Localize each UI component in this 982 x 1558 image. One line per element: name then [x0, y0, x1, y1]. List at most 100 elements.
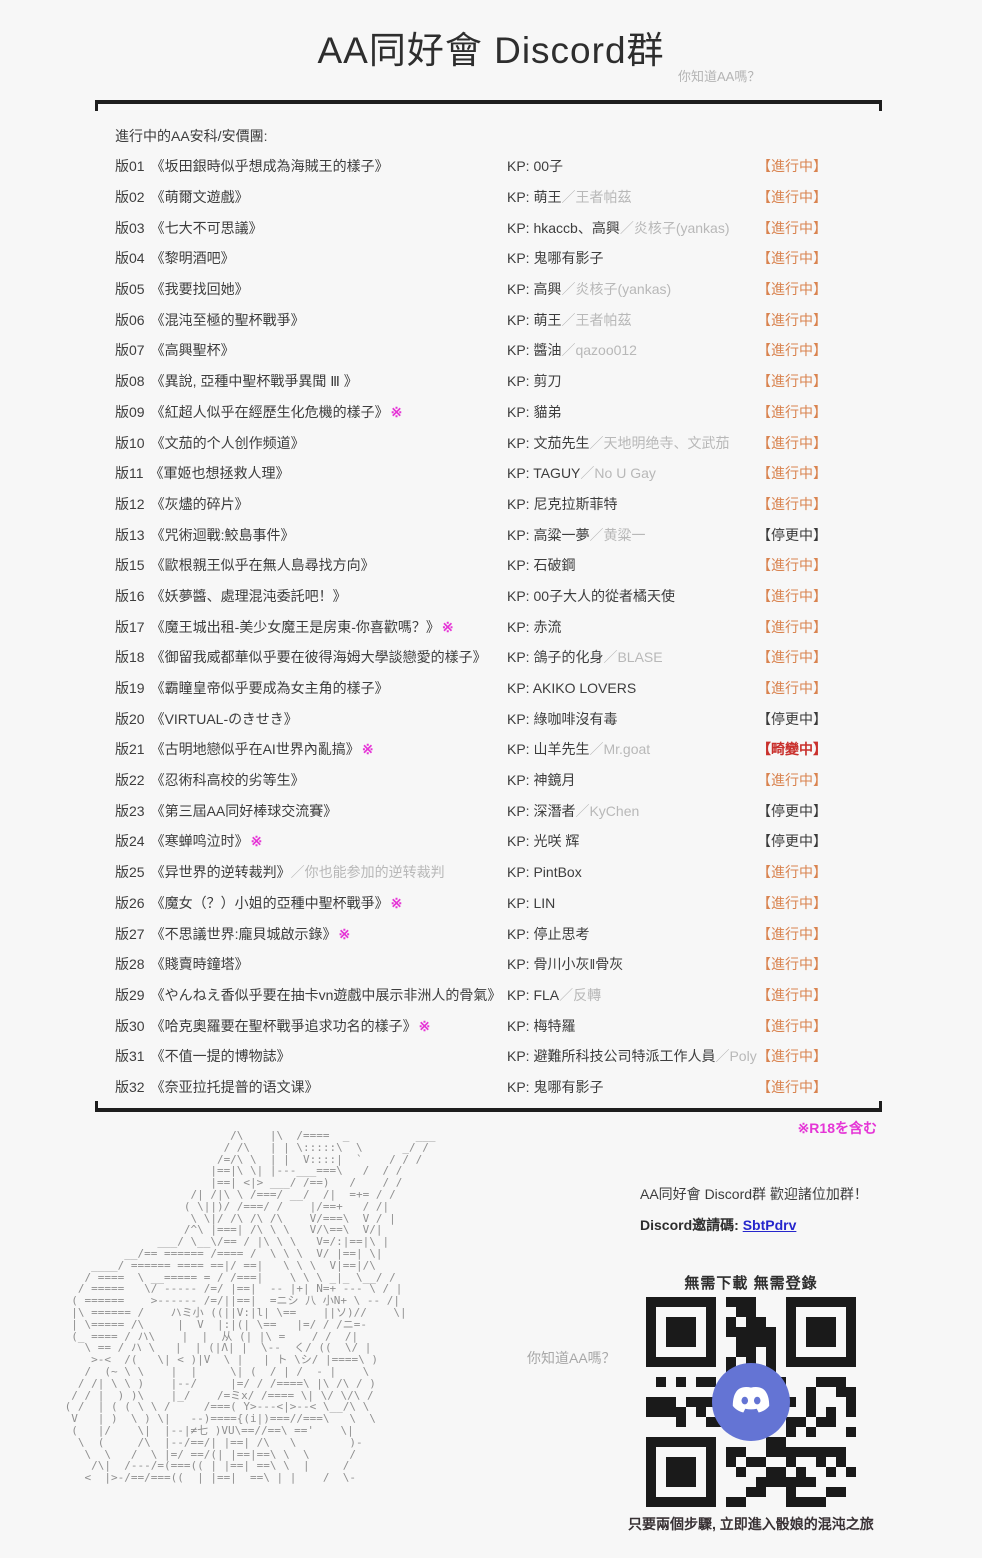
row-version: 版01	[115, 158, 145, 175]
kp-label: KP:	[507, 495, 534, 512]
row-title: 《异世界的逆转裁判》	[150, 864, 291, 881]
status-badge: 【進行中】	[757, 864, 827, 881]
table-row: 版30 《哈克奧羅要在聖杯戰爭追求功名的樣子》 ※ KP: 梅特羅 【進行中】	[115, 1010, 882, 1041]
kp-name: hkaccb、高興	[533, 219, 620, 236]
kp-label: KP:	[507, 986, 534, 1003]
table-row: 版28 《賤賣時鐘塔》 KP: 骨川小灰‖骨灰 【進行中】	[115, 949, 882, 980]
row-kp-cell: KP: 高興／炎核子(yankas)	[507, 279, 757, 299]
row-version: 版19	[115, 680, 145, 697]
status-badge: 【畸變中】	[757, 741, 827, 758]
kp-label: KP:	[507, 189, 534, 206]
qr-caption: 無需下載 無需登錄	[684, 1275, 818, 1292]
row-version: 版17	[115, 618, 145, 635]
kp-name: LIN	[533, 894, 556, 911]
row-version: 版20	[115, 710, 145, 727]
row-version: 版23	[115, 802, 145, 819]
row-title: 《黎明酒吧》	[150, 250, 235, 267]
invite-code-line: Discord邀請碼: SbtPdrv	[640, 1215, 796, 1235]
kp-name: 00子大人的從者橘天使	[533, 587, 676, 604]
kp-label: KP:	[507, 833, 534, 850]
table-row: 版05 《我要找回她》 KP: 高興／炎核子(yankas) 【進行中】	[115, 274, 882, 305]
top-divider	[95, 100, 882, 111]
status-badge: 【進行中】	[757, 158, 827, 175]
table-row: 版21 《古明地戀似乎在AI世界內亂搞》 ※ KP: 山羊先生／Mr.goat 【畸變中…	[115, 734, 882, 765]
row-title-cell: 版31 《不值一提的博物誌》	[115, 1046, 507, 1066]
status-badge: 【停更中】	[757, 710, 827, 727]
table-row: 版31 《不值一提的博物誌》 KP: 避難所科技公司特派工作人員／Poly 【進行中】	[115, 1041, 882, 1072]
kp-name: 鬼哪有影子	[533, 250, 604, 267]
row-kp-cell: KP: PintBox	[507, 864, 757, 880]
kp-label: KP:	[507, 741, 534, 758]
status-badge: 【進行中】	[757, 373, 827, 390]
kp-label: KP:	[507, 342, 534, 359]
kp-label: KP:	[507, 680, 533, 697]
row-kp-cell: KP: 綠咖啡沒有毒	[507, 709, 757, 729]
kp-name: 骨川小灰‖骨灰	[533, 956, 624, 973]
row-kp-cell: KP: 避難所科技公司特派工作人員／Poly	[507, 1046, 757, 1066]
kp-label: KP:	[507, 925, 534, 942]
row-title: 《霸瞳皇帝似乎要成為女主角的樣子》	[150, 680, 389, 697]
kp-name: 鴿子的化身	[533, 649, 604, 666]
row-title-cell: 版20 《VIRTUAL-のきせき》	[115, 709, 507, 729]
row-title: 《文茄的个人创作频道》	[150, 434, 305, 451]
invite-code-link[interactable]: SbtPdrv	[742, 1217, 797, 1233]
table-row: 版13 《咒術迴戰:鮫島事件》 KP: 高粱一夢／黄粱一 【停更中】	[115, 519, 882, 550]
kp-label: KP:	[507, 311, 534, 328]
invite-heading: AA同好會 Discord群 歡迎諸位加群！	[640, 1186, 868, 1202]
status-badge: 【進行中】	[757, 986, 827, 1003]
kp-name: 剪刀	[533, 373, 562, 390]
row-title-cell: 版09 《紅超人似乎在經歷生化危機的樣子》 ※	[115, 402, 507, 422]
kp-name: 石破鋼	[533, 557, 576, 574]
status-badge: 【進行中】	[757, 250, 827, 267]
row-title: 《奈亚拉托提普的语文课》	[150, 1078, 319, 1095]
status-badge: 【進行中】	[757, 587, 827, 604]
kp-alias: ／Mr.goat	[589, 741, 651, 758]
kp-name: 避難所科技公司特派工作人員	[533, 1048, 716, 1065]
status-badge: 【進行中】	[757, 434, 827, 451]
row-kp-cell: KP: 鬼哪有影子	[507, 248, 757, 268]
row-kp-cell: KP: LIN	[507, 895, 757, 911]
row-title: 《七大不可思議》	[150, 219, 263, 236]
row-kp-cell: KP: 神鏡月	[507, 770, 757, 790]
kp-label: KP:	[507, 710, 534, 727]
ascii-art: /\ |\ /==== _ ___ / /\ | | \:::::\ \ _/ …	[64, 1129, 436, 1485]
row-title: 《御留我威都華似乎要在彼得海姆大學談戀愛的樣子》	[150, 649, 487, 666]
status-badge: 【進行中】	[757, 311, 827, 328]
row-kp-cell: KP: 光咲 辉	[507, 831, 757, 851]
kp-name: 鬼哪有影子	[533, 1078, 604, 1095]
row-title: 《灰燼的碎片》	[150, 495, 249, 512]
row-title-cell: 版05 《我要找回她》	[115, 279, 507, 299]
table-row: 版11 《軍姬也想拯救人理》 KP: TAGUY／No U Gay 【進行中】	[115, 458, 882, 489]
row-version: 版12	[115, 495, 145, 512]
row-version: 版24	[115, 833, 145, 850]
row-title-cell: 版08 《異說, 亞種中聖杯戰爭異聞 Ⅲ 》	[115, 371, 507, 391]
kp-label: KP:	[507, 434, 534, 451]
status-badge: 【進行中】	[757, 894, 827, 911]
row-title: 《歐根親王似乎在無人島尋找方向》	[150, 557, 375, 574]
kp-name: 尼克拉斯菲特	[533, 495, 618, 512]
row-kp-cell: KP: hkaccb、高興／炎核子(yankas)	[507, 218, 757, 238]
kp-alias: ／BLASE	[603, 649, 663, 666]
status-badge: 【進行中】	[757, 772, 827, 789]
kp-alias: ／qazoo012	[561, 342, 637, 359]
row-title: 《咒術迴戰:鮫島事件》	[150, 526, 295, 543]
row-kp-cell: KP: 鬼哪有影子	[507, 1077, 757, 1097]
kp-alias: ／反轉	[559, 986, 602, 1003]
row-kp-cell: KP: 赤流	[507, 617, 757, 637]
kp-label: KP:	[507, 587, 534, 604]
row-title-cell: 版22 《忍術科高校的劣等生》	[115, 770, 507, 790]
row-title-cell: 版26 《魔女（？）小姐的亞種中聖杯戰爭》 ※	[115, 893, 507, 913]
kp-name: 停止思考	[533, 925, 590, 942]
row-version: 版28	[115, 956, 145, 973]
row-title-cell: 版07 《高興聖杯》	[115, 340, 507, 360]
row-version: 版05	[115, 281, 145, 298]
table-row: 版22 《忍術科高校的劣等生》 KP: 神鏡月 【進行中】	[115, 765, 882, 796]
table-row: 版15 《歐根親王似乎在無人島尋找方向》 KP: 石破鋼 【進行中】	[115, 550, 882, 581]
kp-label: KP:	[507, 956, 534, 973]
row-kp-cell: KP: 山羊先生／Mr.goat	[507, 739, 757, 759]
row-title: 《妖夢醬、處理混沌委託吧！》	[150, 587, 347, 604]
row-version: 版07	[115, 342, 145, 359]
row-version: 版26	[115, 894, 145, 911]
kp-name: 貓弟	[533, 403, 562, 420]
